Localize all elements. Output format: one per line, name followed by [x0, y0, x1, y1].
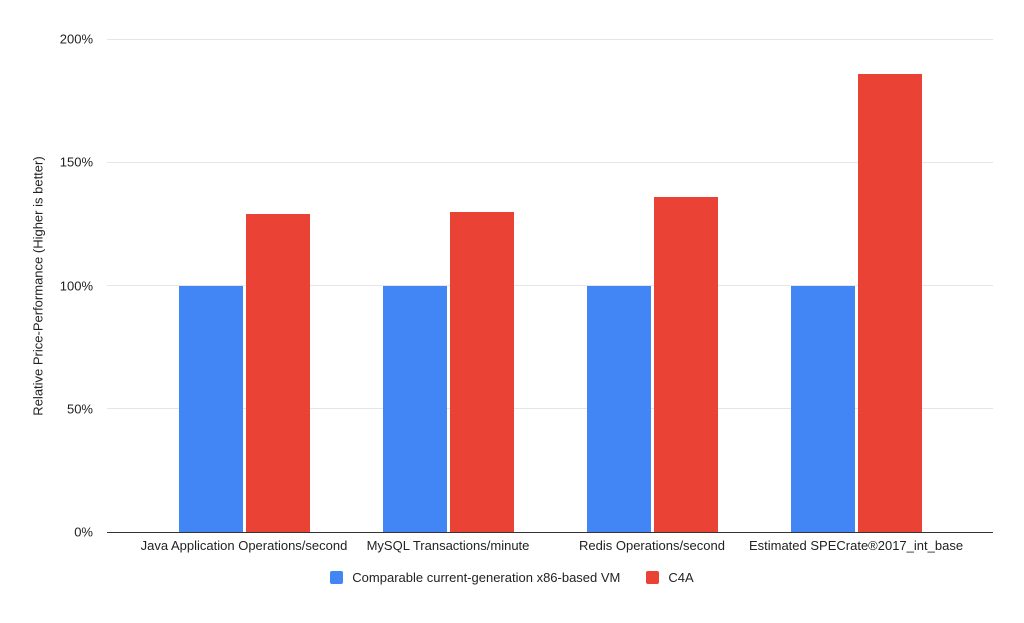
gridline	[107, 161, 993, 163]
legend-swatch-icon	[330, 571, 344, 584]
gridline	[107, 285, 993, 286]
bar-x86-vm	[382, 285, 447, 532]
x-category-label: Estimated SPECrate®2017_int_base	[748, 538, 964, 553]
bar-c4a	[449, 211, 514, 532]
bar-x86-vm	[586, 285, 651, 532]
bar-x86-vm	[178, 285, 243, 532]
bar-x86-vm	[790, 285, 855, 532]
bar-c4a	[245, 214, 310, 532]
y-tick-label: 150%	[59, 154, 93, 170]
y-axis-title: Relative Price-Performance (Higher is be…	[30, 156, 46, 416]
gridline	[107, 38, 993, 40]
legend-item: C4A	[646, 570, 694, 585]
y-tick-label: 100%	[59, 278, 93, 293]
gridline	[107, 408, 993, 410]
bar-c4a	[653, 196, 718, 532]
y-tick-label: 50%	[66, 401, 93, 417]
legend-label: Comparable current-generation x86-based …	[352, 570, 621, 585]
x-category-label: MySQL Transactions/minute	[366, 538, 530, 553]
legend-label: C4A	[668, 570, 694, 585]
plot-area	[107, 38, 993, 533]
legend: Comparable current-generation x86-based …	[0, 570, 1024, 585]
x-category-label: Java Application Operations/second	[140, 538, 348, 553]
x-category-label: Redis Operations/second	[579, 538, 725, 553]
y-tick-label: 200%	[59, 31, 93, 47]
legend-swatch-icon	[646, 571, 660, 584]
y-tick-label: 0%	[74, 524, 93, 540]
x-axis-line	[107, 532, 993, 533]
bar-c4a	[857, 73, 922, 532]
legend-item: Comparable current-generation x86-based …	[330, 570, 620, 585]
